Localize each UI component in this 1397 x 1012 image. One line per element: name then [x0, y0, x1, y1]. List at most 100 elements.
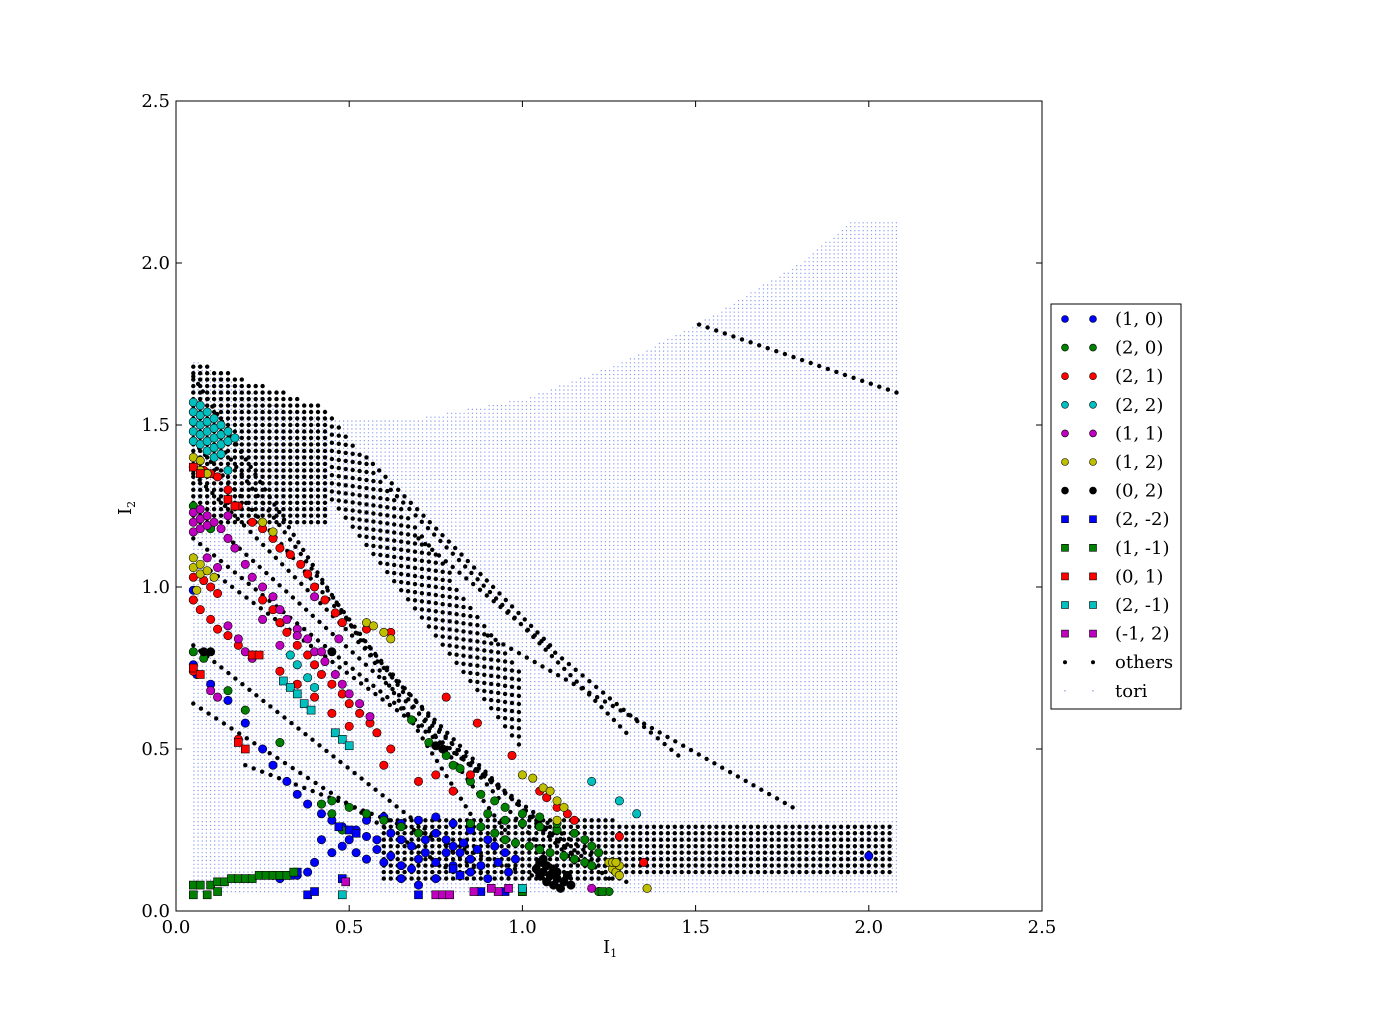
data-point	[552, 796, 562, 806]
legend-label: (2, 0)	[1115, 338, 1163, 359]
legend-label: tori	[1115, 681, 1148, 702]
data-point	[310, 887, 319, 896]
data-point	[320, 657, 330, 667]
data-point	[486, 884, 496, 893]
data-point	[213, 472, 223, 482]
series-1	[188, 501, 614, 897]
series-6	[199, 647, 576, 893]
data-point	[396, 874, 406, 884]
data-point	[258, 517, 268, 527]
data-point	[431, 812, 441, 822]
x-tick-label: 1.0	[508, 917, 537, 938]
data-point	[587, 883, 597, 893]
data-point	[413, 854, 423, 864]
data-point	[510, 838, 520, 848]
data-point	[240, 705, 250, 715]
data-point	[535, 822, 545, 832]
data-point	[642, 883, 652, 893]
data-point	[240, 718, 250, 728]
data-point	[223, 426, 233, 436]
data-point	[327, 796, 337, 806]
data-point	[334, 634, 344, 644]
data-point	[396, 861, 406, 871]
data-point	[341, 877, 351, 887]
data-point	[472, 844, 482, 854]
data-point	[614, 870, 624, 880]
data-point	[362, 854, 372, 864]
data-point	[483, 835, 493, 845]
data-point	[445, 890, 454, 900]
data-point	[518, 884, 527, 893]
data-point	[535, 812, 545, 822]
data-point	[223, 485, 233, 495]
legend-label: (2, -1)	[1115, 595, 1169, 616]
data-point	[195, 559, 205, 569]
data-point	[316, 647, 326, 657]
y-axis-label: I2	[115, 501, 138, 515]
data-point	[202, 566, 212, 576]
data-point	[258, 614, 268, 624]
data-point	[209, 572, 219, 582]
data-point	[275, 605, 285, 615]
legend-entry: (2, -2)	[1061, 509, 1169, 530]
legend-marker	[1091, 660, 1095, 665]
legend-entry: (0, 1)	[1061, 566, 1163, 587]
legend-label: (0, 2)	[1115, 481, 1163, 502]
data-point	[310, 692, 320, 702]
data-point	[202, 553, 212, 563]
series-10	[279, 676, 527, 900]
x-tick-label: 2.0	[854, 917, 883, 938]
data-point	[303, 569, 313, 579]
data-point	[330, 669, 340, 679]
data-point	[213, 692, 223, 702]
data-point	[448, 864, 458, 874]
data-point	[292, 640, 302, 650]
legend-marker	[1061, 372, 1069, 381]
data-point	[469, 887, 479, 896]
data-point	[510, 854, 520, 864]
series-3	[188, 397, 642, 819]
data-point	[562, 870, 572, 880]
legend-label: (2, 2)	[1115, 395, 1163, 416]
legend-marker	[1089, 372, 1097, 381]
legend-entry: (2, 2)	[1061, 395, 1163, 416]
data-point	[465, 854, 475, 864]
data-point	[344, 699, 354, 709]
data-point	[490, 828, 500, 838]
data-point	[292, 789, 302, 799]
data-point	[320, 595, 330, 605]
legend-marker	[1089, 400, 1097, 409]
legend-label: (2, 1)	[1115, 366, 1163, 387]
legend-entry: others	[1063, 652, 1173, 673]
data-point	[355, 708, 365, 718]
data-point	[195, 469, 205, 478]
data-point	[455, 871, 465, 880]
data-point	[216, 524, 226, 534]
data-point	[195, 456, 205, 466]
data-point	[268, 527, 278, 537]
data-point	[524, 841, 534, 851]
data-point	[504, 867, 514, 877]
data-point	[216, 449, 226, 459]
data-point	[202, 890, 212, 900]
data-point	[413, 776, 423, 786]
legend-entry: (0, 2)	[1061, 481, 1163, 502]
data-point	[407, 841, 417, 851]
legend: (1, 0) (2, 0) (2, 1) (2, 2) (1, 1) (1, 2) (0, …	[1050, 303, 1182, 710]
data-point	[362, 809, 372, 819]
data-point	[517, 809, 527, 819]
legend-label: others	[1115, 652, 1173, 673]
legend-entry: (1, -1)	[1061, 538, 1169, 559]
data-point	[386, 828, 396, 838]
data-point	[368, 621, 378, 631]
data-point	[355, 699, 365, 709]
data-point	[233, 634, 243, 644]
legend-marker	[1089, 343, 1097, 352]
data-point	[337, 734, 347, 744]
data-point	[213, 887, 222, 896]
data-point	[327, 679, 337, 689]
data-point	[327, 809, 337, 819]
legend-marker	[1063, 660, 1067, 665]
data-point	[566, 880, 576, 890]
